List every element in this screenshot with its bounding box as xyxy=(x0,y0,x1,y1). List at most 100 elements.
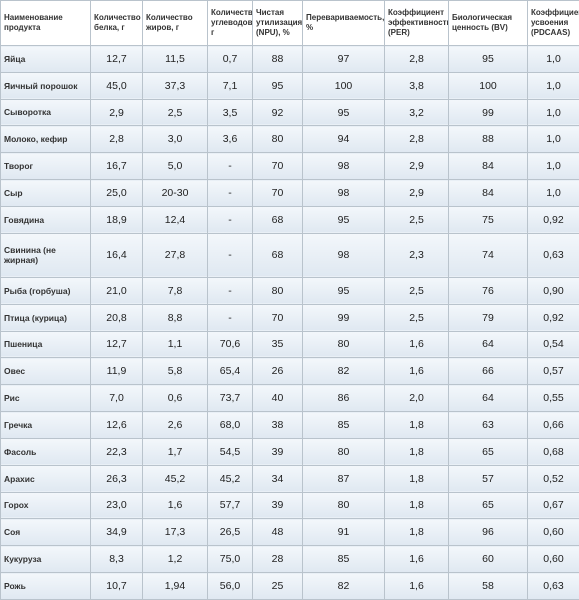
table-cell: 57,7 xyxy=(207,491,253,520)
table-cell: 12,4 xyxy=(142,205,208,234)
table-cell: 70 xyxy=(252,152,303,181)
table-cell: - xyxy=(207,232,253,278)
table-cell: 1,8 xyxy=(384,518,449,547)
table-cell: 75,0 xyxy=(207,545,253,574)
table-cell: 12,6 xyxy=(90,411,143,439)
table-cell: 1,1 xyxy=(142,330,208,359)
table-cell: 68 xyxy=(252,205,303,234)
table-cell: 1,0 xyxy=(527,45,579,73)
table-cell: 26,3 xyxy=(90,464,143,493)
product-name: Рожь xyxy=(0,572,91,600)
table-cell: 0,60 xyxy=(527,518,579,547)
table-cell: 2,6 xyxy=(142,411,208,439)
table-cell: 1,94 xyxy=(142,572,208,600)
product-name: Соя xyxy=(0,518,91,547)
column-header: Количество жиров, г xyxy=(142,0,208,46)
table-cell: 34,9 xyxy=(90,518,143,547)
table-cell: 82 xyxy=(302,357,385,386)
table-row: Фасоль 22,3 1,7 54,5 39 80 1,8 65 0,68 xyxy=(0,437,579,466)
table-cell: 76 xyxy=(448,276,528,305)
table-cell: 8,3 xyxy=(90,545,143,574)
table-cell: 66 xyxy=(448,357,528,386)
table-cell: 74 xyxy=(448,232,528,278)
product-name: Творог xyxy=(0,152,91,181)
table-row: Свинина (не жирная) 16,4 27,8-68 98 2,3 74 0,6… xyxy=(0,232,579,278)
product-name: Свинина (не жирная) xyxy=(0,232,91,278)
table-row: Соя 34,9 17,3 26,5 48 91 1,8 96 0,60 xyxy=(0,518,579,547)
table-cell: 0,92 xyxy=(527,205,579,234)
table-cell: 54,5 xyxy=(207,437,253,466)
table-cell: 12,7 xyxy=(90,330,143,359)
table-cell: 0,63 xyxy=(527,232,579,278)
table-cell: 65 xyxy=(448,491,528,520)
table-cell: 60 xyxy=(448,545,528,574)
table-cell: 45,2 xyxy=(142,464,208,493)
table-cell: 38 xyxy=(252,411,303,439)
table-cell: 100 xyxy=(448,71,528,100)
table-cell: 0,6 xyxy=(142,384,208,413)
table-cell: 27,8 xyxy=(142,232,208,278)
table-cell: 10,7 xyxy=(90,572,143,600)
table-cell: 95 xyxy=(302,98,385,127)
table-row: Говядина 18,9 12,4-68 95 2,5 75 0,92 xyxy=(0,205,579,234)
table-cell: 98 xyxy=(302,179,385,207)
table-cell: 40 xyxy=(252,384,303,413)
table-row: Рожь 10,7 1,94 56,0 25 82 1,6 58 0,63 xyxy=(0,572,579,600)
column-header: Количество углеводов, г xyxy=(207,0,253,46)
table-cell: 35 xyxy=(252,330,303,359)
table-row: Яичный порошок 45,0 37,3 7,1 95 100 3,8 100 1,0 xyxy=(0,71,579,100)
table-cell: 85 xyxy=(302,545,385,574)
table-row: Кукуруза 8,3 1,2 75,0 28 85 1,6 60 0,60 xyxy=(0,545,579,574)
table-cell: 98 xyxy=(302,232,385,278)
table-cell: 88 xyxy=(448,125,528,154)
table-cell: 12,7 xyxy=(90,45,143,73)
product-name: Овес xyxy=(0,357,91,386)
table-cell: 97 xyxy=(302,45,385,73)
product-name: Фасоль xyxy=(0,437,91,466)
table-cell: 3,6 xyxy=(207,125,253,154)
table-cell: 80 xyxy=(302,437,385,466)
table-cell: 0,7 xyxy=(207,45,253,73)
table-cell: 0,60 xyxy=(527,545,579,574)
table-cell: 39 xyxy=(252,437,303,466)
table-cell: 17,3 xyxy=(142,518,208,547)
table-cell: 82 xyxy=(302,572,385,600)
table-cell: 48 xyxy=(252,518,303,547)
table-cell: 99 xyxy=(448,98,528,127)
table-cell: 64 xyxy=(448,384,528,413)
table-cell: 56,0 xyxy=(207,572,253,600)
table-cell: 1,0 xyxy=(527,98,579,127)
table-cell: 11,5 xyxy=(142,45,208,73)
table-cell: 79 xyxy=(448,303,528,332)
table-cell: 63 xyxy=(448,411,528,439)
table-row: Сыворотка 2,9 2,5 3,5 92 95 3,2 99 1,0 xyxy=(0,98,579,127)
table-cell: 3,0 xyxy=(142,125,208,154)
table-cell: 5,0 xyxy=(142,152,208,181)
table-cell: 95 xyxy=(448,45,528,73)
table-cell: 1,8 xyxy=(384,411,449,439)
table-row: Горох 23,0 1,6 57,7 39 80 1,8 65 0,67 xyxy=(0,491,579,520)
table-cell: 0,90 xyxy=(527,276,579,305)
table-cell: 80 xyxy=(302,491,385,520)
table-cell: 20-30 xyxy=(142,179,208,207)
product-name: Сыворотка xyxy=(0,98,91,127)
table-cell: 0,57 xyxy=(527,357,579,386)
table-cell: 87 xyxy=(302,464,385,493)
table-cell: 2,5 xyxy=(384,303,449,332)
product-name: Яйца xyxy=(0,45,91,73)
table-row: Гречка 12,6 2,6 68,0 38 85 1,8 63 0,66 xyxy=(0,411,579,439)
table-cell: 95 xyxy=(302,276,385,305)
table-cell: 28 xyxy=(252,545,303,574)
table-cell: 0,68 xyxy=(527,437,579,466)
table-cell: 80 xyxy=(252,276,303,305)
table-cell: 0,92 xyxy=(527,303,579,332)
table-cell: 94 xyxy=(302,125,385,154)
table-cell: 88 xyxy=(252,45,303,73)
product-name: Говядина xyxy=(0,205,91,234)
table-cell: 39 xyxy=(252,491,303,520)
table-cell: 3,2 xyxy=(384,98,449,127)
table-cell: 64 xyxy=(448,330,528,359)
table-cell: 91 xyxy=(302,518,385,547)
table-cell: 1,6 xyxy=(384,357,449,386)
